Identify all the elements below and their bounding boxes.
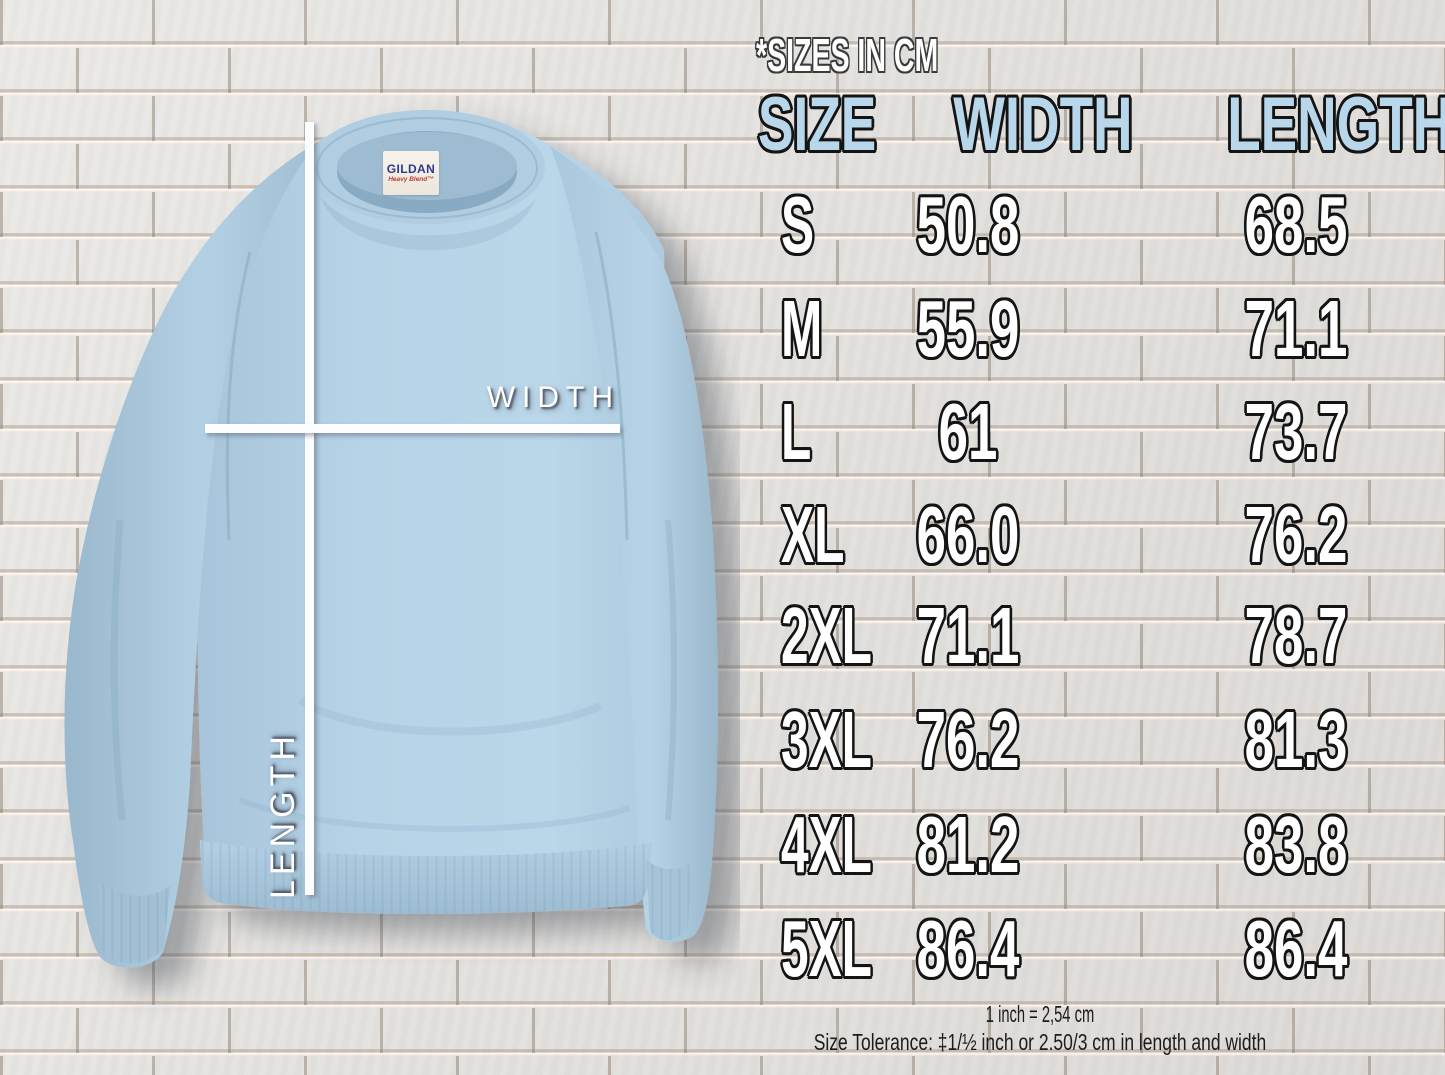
row-length: 76.2 [1244, 490, 1348, 579]
footer-notes: 1 inch = 2,54 cm Size Tolerance: ‡1/½ in… [740, 1001, 1340, 1057]
table-row: 5XL 86.4 86.4 [740, 901, 1445, 997]
sweatshirt-right-sleeve [550, 146, 718, 943]
table-row: S 50.8 68.5 [740, 177, 1445, 273]
length-measure-line [305, 122, 314, 895]
row-size: XL [781, 490, 845, 579]
tolerance-note: Size Tolerance: ‡1/½ inch or 2.50/3 cm i… [813, 1029, 1267, 1055]
table-row: L 61 73.7 [740, 384, 1445, 480]
table-row: XL 66.0 76.2 [740, 487, 1445, 583]
size-chart-header-row: SIZE WIDTH LENGTH [740, 77, 1445, 173]
width-label: WIDTH [486, 381, 620, 414]
header-length: LENGTH [1227, 82, 1445, 167]
row-length: 68.5 [1244, 180, 1348, 269]
row-width: 66.0 [916, 490, 1020, 579]
row-size: L [781, 387, 812, 476]
row-length: 86.4 [1244, 904, 1348, 993]
length-label: LENGTH [264, 731, 302, 899]
row-width: 50.8 [916, 180, 1020, 269]
sweatshirt-body [196, 110, 668, 878]
row-width: 86.4 [916, 904, 1020, 993]
conversion-note: 1 inch = 2,54 cm [985, 1001, 1095, 1027]
table-row: 4XL 81.2 83.8 [740, 797, 1445, 893]
header-size: SIZE [758, 82, 877, 167]
sweatshirt-image [64, 110, 718, 968]
row-length: 81.3 [1244, 695, 1348, 784]
row-width: 55.9 [916, 284, 1020, 373]
row-size: S [781, 180, 815, 269]
row-size: 4XL [781, 800, 872, 889]
row-length: 83.8 [1244, 800, 1348, 889]
row-size: 3XL [781, 695, 872, 784]
row-width: 81.2 [916, 800, 1020, 889]
row-size: 5XL [781, 904, 872, 993]
row-length: 78.7 [1244, 591, 1348, 680]
row-width: 61 [938, 387, 998, 476]
row-size: 2XL [781, 591, 872, 680]
width-measure-line [205, 424, 620, 433]
neck-tag-line: Heavy Blend™ [388, 175, 434, 183]
neck-tag: GILDAN Heavy Blend™ [383, 151, 439, 195]
table-row: 3XL 76.2 81.3 [740, 692, 1445, 788]
row-size: M [781, 284, 823, 373]
table-row: M 55.9 71.1 [740, 281, 1445, 377]
sweatshirt-left-sleeve [64, 142, 318, 968]
sizes-unit-note: *SIZES IN CM [756, 29, 939, 81]
row-width: 76.2 [916, 695, 1020, 784]
row-width: 71.1 [916, 591, 1020, 680]
header-width: WIDTH [953, 82, 1133, 167]
row-length: 71.1 [1244, 284, 1348, 373]
table-row: 2XL 71.1 78.7 [740, 588, 1445, 684]
row-length: 73.7 [1244, 387, 1348, 476]
neck-tag-brand: GILDAN [386, 161, 436, 176]
